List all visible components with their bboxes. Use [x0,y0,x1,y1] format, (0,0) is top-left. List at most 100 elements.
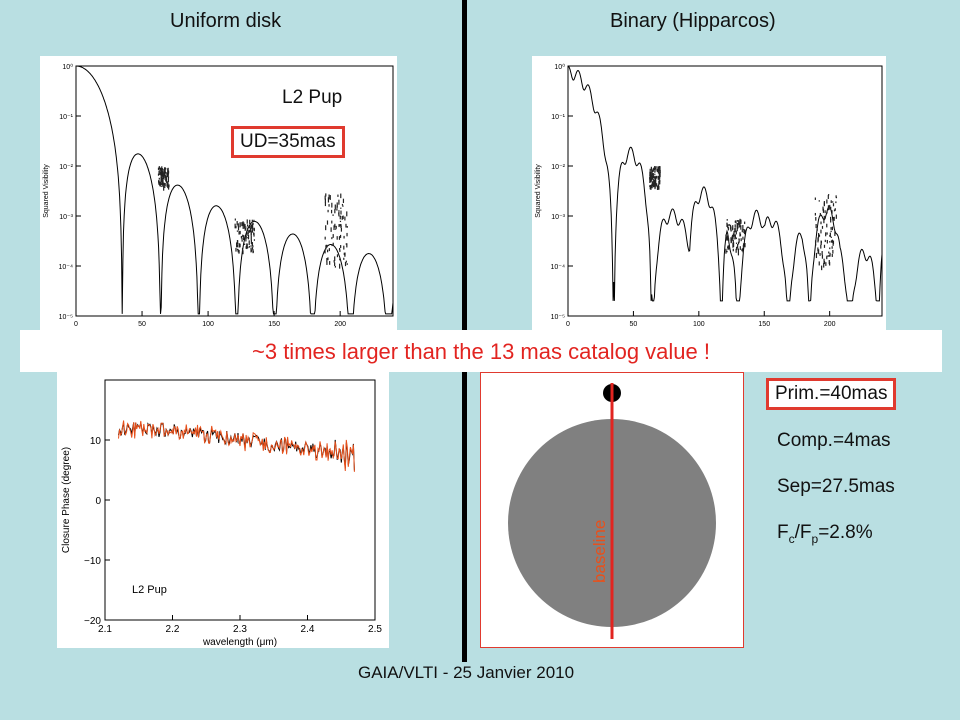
data-point [826,255,828,258]
data-point [242,225,244,229]
data-point [338,210,340,212]
data-point [830,236,832,238]
data-point [332,242,334,246]
data-point [336,202,338,208]
data-point [244,243,246,245]
flux-ratio-slash: /F [794,522,812,543]
data-point [236,230,239,232]
data-point [330,209,333,214]
data-point [334,209,336,214]
data-point [657,170,659,173]
data-point [657,185,659,188]
data-point [730,226,732,232]
data-point [250,224,252,229]
data-point [732,225,734,230]
data-point [326,258,328,263]
data-point [164,171,166,177]
data-point [831,246,833,249]
data-point [328,204,330,207]
data-point [249,219,251,225]
data-point [654,166,656,171]
legend-label: L2 Pup [132,584,167,596]
data-point [654,170,656,173]
data-point [829,247,831,250]
data-point [345,260,347,263]
y-tick-label-0: 10⁰ [62,63,73,71]
companion-diameter: Comp.=4mas [777,430,891,451]
data-point [817,247,819,252]
data-point [726,222,728,227]
uniform-disk-plot: 0 50 100 150 200 10⁰ 10⁻¹ 10⁻² 10⁻³ 10⁻⁴ 10⁻⁵ Squar… [40,56,397,332]
data-point [826,239,828,244]
data-point [167,182,169,188]
data-point [649,178,651,184]
data-point [346,263,348,265]
data-point [825,232,827,237]
data-point [651,175,653,181]
data-point [651,184,653,188]
data-point [832,201,834,203]
data-point [234,223,236,229]
data-point [168,185,170,190]
data-point [818,200,820,202]
x-tick-label-3: 150 [758,321,770,328]
data-point [735,237,737,240]
data-point [657,166,659,170]
data-point [739,221,741,225]
data-point [341,216,343,220]
data-point [732,248,734,252]
data-point [242,221,244,226]
x-tick-label-0: 0 [74,321,78,328]
data-point [246,232,248,236]
data-point [730,240,732,244]
data-point [166,181,168,184]
data-point [833,216,835,221]
data-point [246,243,248,248]
data-point [818,261,820,266]
data-point [832,203,835,207]
x-tick-label-0: 0 [566,321,570,328]
data-point [739,219,742,222]
x-tick-label-4: 2.5 [368,624,382,635]
data-point [817,249,820,254]
x-tick-label-1: 2.2 [166,624,180,635]
data-point [735,220,737,224]
data-point [821,251,823,256]
closure-phase-model [118,420,355,472]
data-point [167,170,169,175]
y-tick-label-1: 0 [95,496,101,507]
data-point [339,220,342,223]
data-point [247,230,249,235]
data-point [821,254,824,259]
data-point [161,185,163,188]
model-curve [568,66,883,302]
data-point [653,179,655,183]
data-point [743,230,746,235]
data-point [345,223,347,228]
data-point [821,225,824,229]
data-point [655,176,658,179]
data-point [735,230,737,235]
data-point [243,235,245,241]
data-point [344,216,346,221]
data-point [339,258,341,261]
data-point [333,225,335,231]
data-point [835,201,837,204]
data-point [819,212,821,217]
y-tick-label-0: 10 [90,436,102,447]
data-point [336,208,338,211]
data-point [158,166,160,169]
ud-diameter-box: UD=35mas [231,126,345,158]
data-point [655,167,657,170]
x-tick-label-2: 100 [693,321,705,328]
data-point [238,243,240,248]
data-point [247,246,249,249]
data-point [338,224,340,228]
data-point [818,234,821,237]
data-point [650,176,652,182]
data-point [164,167,166,170]
binary-plot: 0 50 100 150 200 10⁰ 10⁻¹ 10⁻² 10⁻³ 10⁻⁴ 10⁻⁵ Squar… [532,56,886,332]
data-point [727,245,730,250]
data-point [727,224,729,229]
primary-diameter-box: Prim.=40mas [766,378,897,410]
